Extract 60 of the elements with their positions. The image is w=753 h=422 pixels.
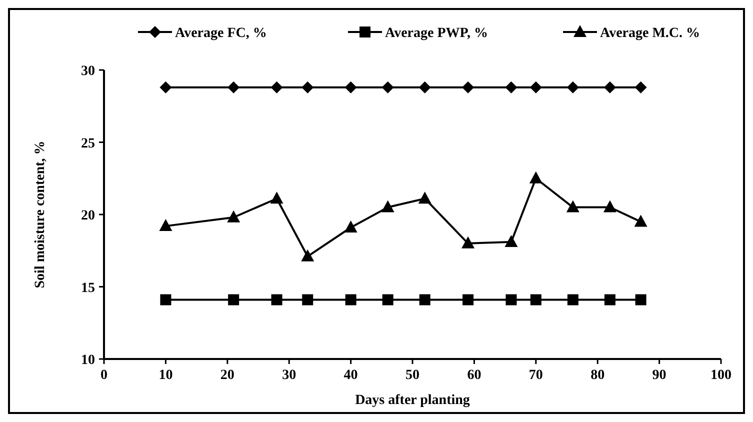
point bbox=[270, 192, 284, 204]
point bbox=[344, 81, 357, 94]
point bbox=[301, 249, 314, 262]
point bbox=[604, 81, 616, 94]
point bbox=[381, 200, 394, 212]
point bbox=[504, 234, 518, 247]
point bbox=[462, 294, 474, 306]
point bbox=[160, 294, 172, 306]
x-tick-label: 40 bbox=[344, 368, 358, 383]
point bbox=[382, 81, 394, 94]
x-tick-label: 0 bbox=[100, 368, 108, 383]
y-tick-label: 25 bbox=[81, 136, 95, 152]
point bbox=[302, 81, 314, 94]
point bbox=[228, 81, 240, 94]
y-tick-label: 30 bbox=[81, 64, 95, 79]
x-axis-title: Days after planting bbox=[355, 393, 470, 408]
point bbox=[505, 81, 518, 94]
point bbox=[506, 294, 517, 306]
point bbox=[228, 294, 240, 306]
point bbox=[160, 81, 172, 94]
x-tick-label: 60 bbox=[467, 368, 482, 383]
x-tick-label: 90 bbox=[652, 368, 666, 383]
x-tick-label: 30 bbox=[282, 368, 296, 383]
x-tick-label: 20 bbox=[220, 368, 234, 383]
point bbox=[418, 192, 432, 204]
x-tick-label: 100 bbox=[710, 368, 732, 383]
point bbox=[271, 294, 282, 306]
y-tick-label: 10 bbox=[81, 353, 95, 368]
point bbox=[344, 220, 358, 233]
point bbox=[634, 81, 647, 94]
point bbox=[159, 219, 172, 232]
point bbox=[227, 210, 240, 222]
point bbox=[419, 294, 430, 306]
point bbox=[635, 294, 646, 306]
legend-label: Average FC, % bbox=[175, 26, 267, 41]
y-tick-label: 15 bbox=[81, 280, 95, 296]
x-tick-label: 80 bbox=[590, 368, 605, 383]
point bbox=[604, 294, 616, 306]
point bbox=[462, 236, 475, 248]
point bbox=[302, 294, 314, 306]
point bbox=[567, 294, 578, 306]
legend-label: Average PWP, % bbox=[385, 26, 488, 41]
point bbox=[345, 294, 356, 306]
point bbox=[529, 171, 542, 184]
y-tick-label: 20 bbox=[81, 208, 95, 224]
x-tick-label: 70 bbox=[528, 368, 543, 383]
point bbox=[603, 200, 616, 212]
point bbox=[270, 81, 283, 94]
point bbox=[566, 81, 579, 94]
x-tick-label: 10 bbox=[158, 368, 173, 383]
point bbox=[566, 200, 580, 212]
point bbox=[530, 294, 542, 306]
x-tick-label: 50 bbox=[406, 368, 420, 383]
y-axis-title: Soil moisture content, % bbox=[33, 140, 48, 288]
point bbox=[462, 81, 474, 94]
legend-label: Average M.C. % bbox=[600, 26, 700, 41]
point bbox=[382, 294, 394, 306]
point bbox=[418, 81, 431, 94]
point bbox=[530, 81, 542, 94]
point bbox=[634, 214, 648, 227]
